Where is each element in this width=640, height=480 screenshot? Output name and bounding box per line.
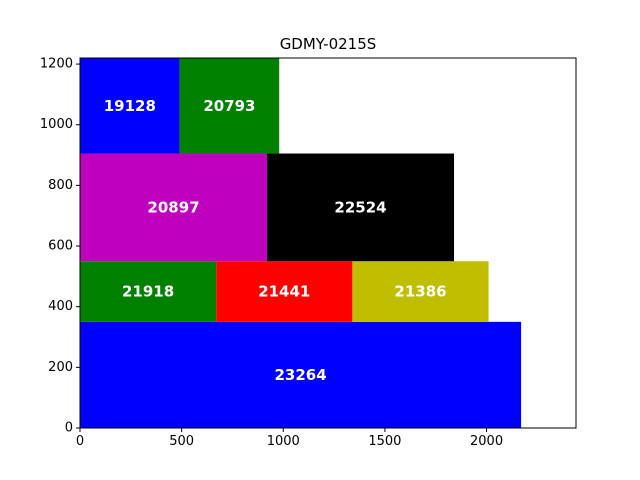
y-tick-label: 0 bbox=[65, 421, 73, 436]
x-tick-label: 0 bbox=[76, 434, 84, 449]
y-tick-label: 1200 bbox=[40, 57, 73, 72]
y-tick-label: 400 bbox=[48, 299, 73, 314]
rectangle-19128 bbox=[80, 58, 180, 154]
rectangle-21441 bbox=[216, 261, 353, 322]
x-tick-label: 1500 bbox=[368, 434, 401, 449]
x-tick-label: 1000 bbox=[267, 434, 300, 449]
rectangle-label-21918: 21918 bbox=[122, 283, 174, 301]
x-axis: 0 500 1000 1500 2000 bbox=[76, 428, 503, 449]
y-tick-label: 200 bbox=[48, 360, 73, 375]
x-tick-label: 500 bbox=[169, 434, 194, 449]
rectangle-21918 bbox=[80, 261, 217, 322]
chart-title: GDMY-0215S bbox=[280, 35, 377, 53]
rectangles-layer: 23264 21918 21441 21386 20897 22524 19128 20793 bbox=[80, 58, 522, 428]
rectangle-23264 bbox=[80, 321, 522, 428]
rectangle-20897 bbox=[80, 153, 268, 262]
y-tick-label: 1000 bbox=[40, 117, 73, 132]
rectangle-label-21386: 21386 bbox=[394, 283, 446, 301]
rectangle-label-19128: 19128 bbox=[104, 97, 156, 115]
rectangle-label-23264: 23264 bbox=[274, 366, 326, 384]
rectangle-label-20897: 20897 bbox=[147, 198, 199, 216]
x-tick-label: 2000 bbox=[470, 434, 503, 449]
plot-frame bbox=[79, 57, 577, 429]
y-axis: 0 200 400 600 800 1000 1200 bbox=[40, 57, 80, 436]
rectangle-20793 bbox=[179, 58, 280, 154]
rectangle-21386 bbox=[352, 261, 489, 322]
y-tick-label: 600 bbox=[48, 239, 73, 254]
y-tick-label: 800 bbox=[48, 178, 73, 193]
rectangle-label-22524: 22524 bbox=[334, 198, 386, 216]
rectangle-label-20793: 20793 bbox=[203, 97, 255, 115]
rectangle-22524 bbox=[267, 153, 455, 262]
rectangle-label-21441: 21441 bbox=[258, 283, 310, 301]
